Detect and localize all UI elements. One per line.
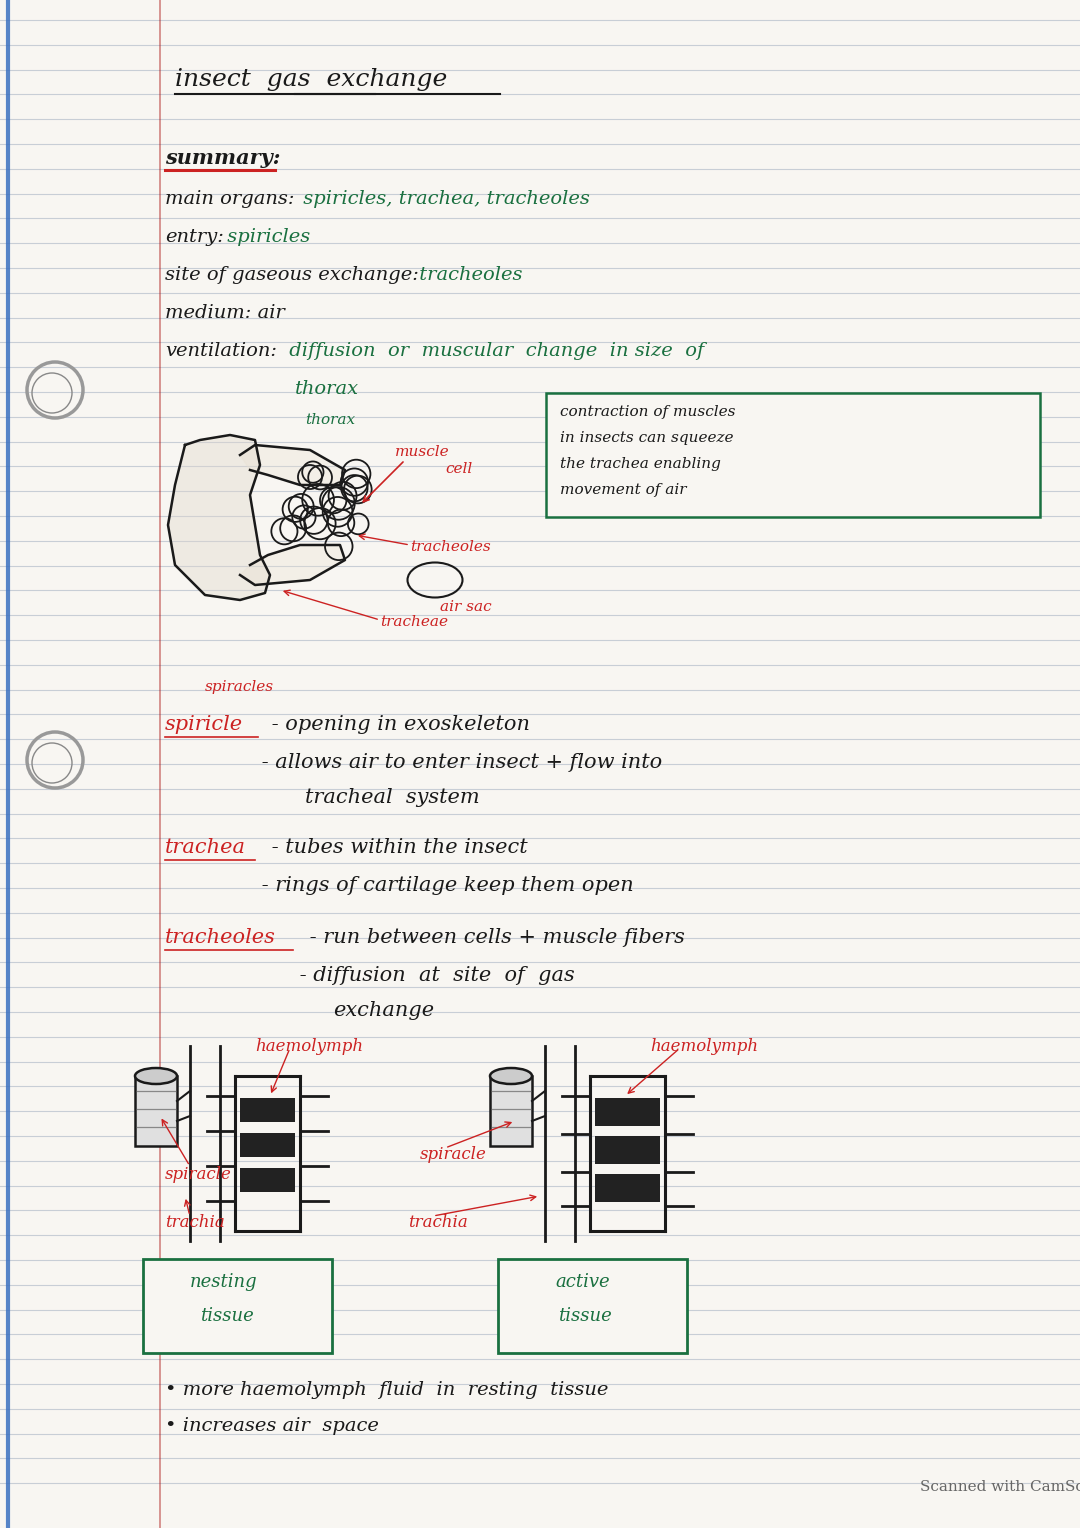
- Text: exchange: exchange: [333, 1001, 434, 1021]
- Text: - opening in exoskeleton: - opening in exoskeleton: [265, 715, 530, 733]
- Ellipse shape: [135, 1068, 177, 1083]
- Bar: [135, 1076, 177, 1146]
- Text: spiricles, trachea, tracheoles: spiricles, trachea, tracheoles: [297, 189, 590, 208]
- FancyBboxPatch shape: [546, 393, 1040, 516]
- Text: spiracle: spiracle: [165, 1166, 232, 1183]
- Text: site of gaseous exchange:: site of gaseous exchange:: [165, 266, 419, 284]
- Text: tracheoles: tracheoles: [165, 927, 275, 947]
- Text: - run between cells + muscle fibers: - run between cells + muscle fibers: [302, 927, 685, 947]
- Bar: [490, 1076, 532, 1146]
- Text: summary:: summary:: [165, 148, 281, 168]
- Text: Scanned with CamScanner: Scanned with CamScanner: [920, 1481, 1080, 1494]
- Text: cell: cell: [445, 461, 472, 477]
- Text: muscle: muscle: [395, 445, 449, 458]
- Text: diffusion  or  muscular  change  in size  of: diffusion or muscular change in size of: [283, 342, 704, 361]
- Text: tracheoles: tracheoles: [413, 266, 523, 284]
- Text: haemolymph: haemolymph: [255, 1038, 363, 1054]
- Text: spiracles: spiracles: [205, 680, 274, 694]
- Text: spiracle: spiracle: [420, 1146, 487, 1163]
- Text: in insects can squeeze: in insects can squeeze: [561, 431, 733, 445]
- Text: • more haemolymph  fluid  in  resting  tissue: • more haemolymph fluid in resting tissu…: [165, 1381, 608, 1400]
- Text: entry:: entry:: [165, 228, 224, 246]
- Text: trachea: trachea: [165, 837, 246, 857]
- Text: trachia: trachia: [408, 1215, 468, 1232]
- Text: ventilation:: ventilation:: [165, 342, 276, 361]
- Text: - allows air to enter insect + flow into: - allows air to enter insect + flow into: [255, 753, 662, 772]
- Polygon shape: [240, 445, 345, 484]
- Text: tracheal  system: tracheal system: [305, 788, 480, 807]
- FancyBboxPatch shape: [143, 1259, 332, 1352]
- Bar: [240, 1132, 295, 1157]
- Polygon shape: [240, 545, 345, 585]
- Text: movement of air: movement of air: [561, 483, 687, 497]
- Polygon shape: [168, 435, 270, 601]
- Text: haemolymph: haemolymph: [650, 1038, 758, 1054]
- Bar: [595, 1174, 660, 1203]
- Text: tracheoles: tracheoles: [410, 539, 490, 555]
- Text: spiricle: spiricle: [165, 715, 243, 733]
- Text: air sac: air sac: [440, 601, 491, 614]
- Text: thorax: thorax: [295, 380, 359, 397]
- Text: thorax: thorax: [305, 413, 355, 426]
- Text: tracheae: tracheae: [380, 614, 448, 630]
- Text: trachia: trachia: [165, 1215, 225, 1232]
- Text: - tubes within the insect: - tubes within the insect: [265, 837, 527, 857]
- Text: active: active: [555, 1273, 609, 1291]
- Text: tissue: tissue: [558, 1306, 611, 1325]
- FancyBboxPatch shape: [498, 1259, 687, 1352]
- Text: main organs:: main organs:: [165, 189, 295, 208]
- Bar: [240, 1167, 295, 1192]
- Ellipse shape: [490, 1068, 532, 1083]
- Text: - rings of cartilage keep them open: - rings of cartilage keep them open: [255, 876, 634, 895]
- Text: tissue: tissue: [200, 1306, 254, 1325]
- Bar: [595, 1099, 660, 1126]
- Text: medium: air: medium: air: [165, 304, 285, 322]
- Text: - diffusion  at  site  of  gas: - diffusion at site of gas: [293, 966, 575, 986]
- Bar: [595, 1135, 660, 1164]
- Text: spiricles: spiricles: [220, 228, 310, 246]
- Text: the trachea enabling: the trachea enabling: [561, 457, 720, 471]
- Text: insect  gas  exchange: insect gas exchange: [175, 69, 447, 92]
- Text: nesting: nesting: [190, 1273, 258, 1291]
- Bar: [240, 1099, 295, 1122]
- Text: • increases air  space: • increases air space: [165, 1416, 379, 1435]
- Text: contraction of muscles: contraction of muscles: [561, 405, 735, 419]
